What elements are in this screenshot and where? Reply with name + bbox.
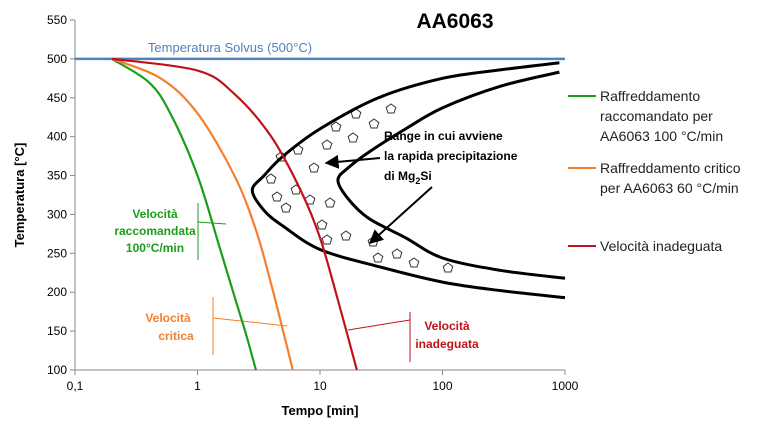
recommended-annotation: Velocità raccomandata 100°C/min (114, 203, 227, 260)
annotation: raccomandata (114, 224, 196, 238)
c-curve (336, 70, 566, 280)
formula: 2 (415, 176, 420, 186)
critical-annotation: Velocità critica (145, 297, 288, 355)
formula: Si (420, 169, 431, 183)
y-tick-label: 250 (47, 246, 67, 260)
axes: 100 150 200 250 300 350 400 450 500 550 0,1 1 10 100 1… (47, 13, 579, 393)
annotation: critica (158, 329, 194, 343)
inadequate-annotation: Velocità inadeguata (347, 312, 479, 362)
x-tick-label: 1 (194, 379, 201, 393)
annotation: Velocità (132, 207, 178, 221)
series-line (111, 57, 294, 371)
legend-label: Raffreddamento raccomandato per AA6063 1… (600, 88, 724, 144)
y-axis-title: Temperatura [°C] (12, 143, 27, 248)
x-tick-label: 100 (432, 379, 452, 393)
c-curve (250, 61, 566, 300)
x-tick-label: 0,1 (67, 379, 84, 393)
series-line (111, 57, 358, 371)
annotation: di Mg2Si (384, 169, 432, 186)
arrow (324, 154, 381, 169)
annotation: Velocità (424, 319, 470, 333)
x-tick-label: 10 (313, 379, 327, 393)
y-tick-label: 300 (47, 207, 67, 221)
legend-label: Raffreddamento critico per AA6063 60 °C/… (600, 160, 741, 196)
legend-entry: Raffreddamento critico per AA6063 60 °C/… (568, 158, 758, 198)
y-tick-label: 350 (47, 169, 67, 183)
x-axis-title: Tempo [min] (281, 403, 358, 418)
annotation: Velocità (145, 311, 191, 325)
legend-swatch (568, 95, 596, 97)
chart-title: AA6063 (416, 10, 493, 33)
bracket (347, 319, 411, 331)
solvus-label: Temperatura Solvus (500°C) (148, 40, 312, 55)
bracket (212, 317, 288, 327)
y-tick-label: 400 (47, 130, 67, 144)
series-line (111, 57, 258, 371)
arrow (368, 186, 433, 244)
annotation: 100°C/min (126, 241, 184, 255)
legend-entry: Raffreddamento raccomandato per AA6063 1… (568, 86, 758, 146)
legend-swatch (568, 245, 596, 247)
legend-label: Velocità inadeguata (600, 238, 723, 254)
range-annotation: Range in cui avviene la rapida precipita… (324, 129, 518, 244)
y-tick-label: 500 (47, 52, 67, 66)
annotation: Range in cui avviene (384, 129, 503, 143)
y-tick-label: 200 (47, 285, 67, 299)
formula: di Mg (384, 169, 415, 183)
legend-swatch (568, 167, 596, 169)
y-tick-label: 450 (47, 91, 67, 105)
annotation: inadeguata (415, 337, 479, 351)
y-tick-label: 100 (47, 363, 67, 377)
y-tick-label: 150 (47, 324, 67, 338)
x-tick-label: 1000 (552, 379, 579, 393)
legend-entry: Velocità inadeguata (568, 236, 758, 256)
annotation: la rapida precipitazione (384, 149, 518, 163)
y-tick-label: 550 (47, 13, 67, 27)
